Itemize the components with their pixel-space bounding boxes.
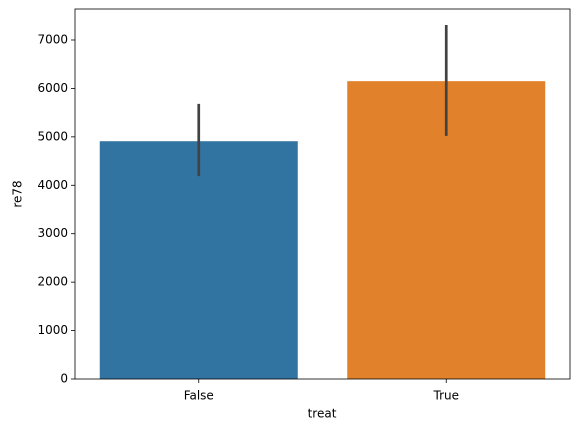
y-tick-label: 5000 [37,129,68,143]
x-axis-label: treat [308,407,337,421]
y-tick-label: 1000 [37,323,68,337]
y-tick-label: 0 [60,372,68,386]
x-tick-label: False [184,389,214,403]
plot-frame [74,8,571,380]
y-axis-label: re78 [11,180,25,207]
y-tick-label: 4000 [37,178,68,192]
y-tick-label: 3000 [37,226,68,240]
y-tick-label: 7000 [37,32,68,46]
x-tick-label: True [433,389,460,403]
y-tick-label: 6000 [37,81,68,95]
y-tick-label: 2000 [37,275,68,289]
bar [99,141,298,379]
